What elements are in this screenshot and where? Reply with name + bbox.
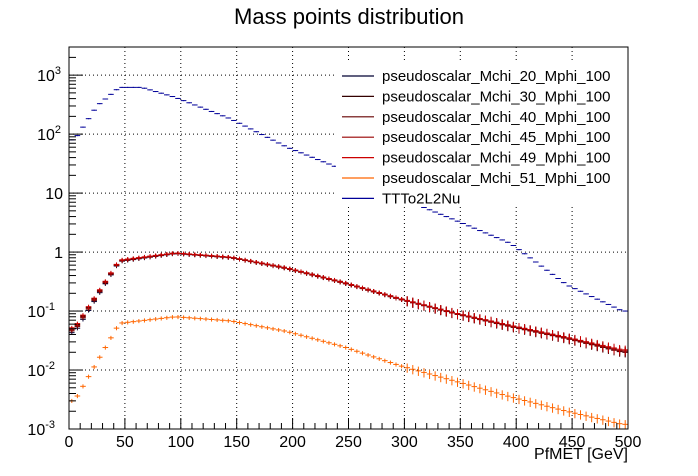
y-tick-label: 10	[45, 186, 63, 203]
y-tick-label: 10-1	[27, 301, 55, 321]
y-tick-label: 102	[37, 124, 61, 144]
x-tick-label: 350	[447, 434, 474, 451]
y-tick-label: 10-2	[27, 360, 55, 380]
series-pseudoscalar_Mchi_51_Mphi_100	[69, 314, 628, 430]
y-tick-label: 10-3	[27, 419, 55, 439]
legend-entry: pseudoscalar_Mchi_30_Mphi_100	[382, 88, 611, 105]
legend-entry: pseudoscalar_Mchi_49_Mphi_100	[382, 150, 611, 167]
chart-title: Mass points distribution	[234, 4, 464, 29]
x-tick-label: 500	[615, 434, 642, 451]
x-tick-label: 250	[335, 434, 362, 451]
series-TTTo2L2Nu	[69, 86, 628, 312]
legend-entry: pseudoscalar_Mchi_20_Mphi_100	[382, 68, 611, 85]
x-tick-label: 300	[391, 434, 418, 451]
legend-entry: pseudoscalar_Mchi_40_Mphi_100	[382, 109, 611, 126]
y-tick-label: 103	[37, 65, 61, 85]
y-tick-label: 1	[54, 245, 63, 262]
x-tick-label: 50	[116, 434, 134, 451]
legend: pseudoscalar_Mchi_20_Mphi_100 pseudoscala…	[336, 60, 626, 207]
x-tick-label: 100	[167, 434, 194, 451]
legend-entry: pseudoscalar_Mchi_45_Mphi_100	[382, 129, 611, 146]
x-tick-label: 200	[279, 434, 306, 451]
x-tick-label: 450	[559, 434, 586, 451]
legend-box	[336, 60, 626, 207]
x-tick-label: 150	[223, 434, 250, 451]
axis-layer: 0 50 100 150 200 250 300 350 400 450 500 10-3 10-2 10…	[27, 56, 642, 451]
series-pseudoscalar_Mchi_49_Mphi_100	[69, 251, 628, 355]
x-axis-title: PfMET [GeV]	[534, 446, 628, 463]
legend-entry: TTTo2L2Nu	[382, 190, 460, 207]
x-tick-label: 400	[503, 434, 530, 451]
series-layer	[69, 86, 628, 430]
legend-entry: pseudoscalar_Mchi_51_Mphi_100	[382, 170, 611, 187]
x-tick-label: 0	[65, 434, 74, 451]
